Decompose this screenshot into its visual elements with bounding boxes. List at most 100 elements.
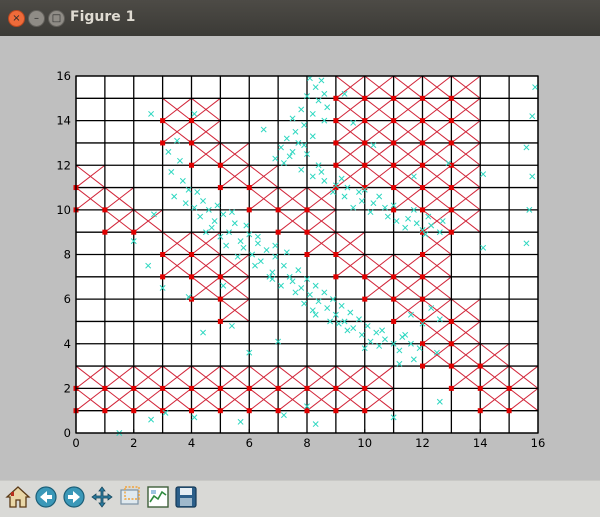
scatter-point	[376, 193, 383, 200]
grid-node-marker	[448, 207, 454, 213]
cell-cross-line	[162, 254, 192, 278]
cell-cross-line	[479, 365, 510, 389]
cell-cross-line	[133, 387, 163, 412]
cell-cross-line	[451, 97, 481, 122]
x-tick-label: 2	[130, 436, 137, 450]
scatter-point	[338, 175, 345, 182]
grid-node-marker	[304, 207, 310, 213]
cell-cross-line	[451, 75, 481, 99]
x-tick-label: 16	[531, 436, 546, 450]
cell-cross-line	[75, 187, 106, 211]
grid-node-marker	[477, 408, 483, 414]
scatter-point	[280, 262, 287, 269]
grid-node-marker	[420, 162, 425, 168]
grid-node-marker	[420, 118, 425, 124]
forward-button[interactable]	[61, 484, 87, 510]
cell-cross-line	[248, 164, 279, 188]
scatter-point	[309, 307, 316, 314]
cell-cross-line	[393, 164, 423, 188]
cell-cross-line	[335, 231, 366, 255]
grid-node-marker	[217, 318, 223, 324]
grid-node-marker	[391, 118, 397, 124]
scatter-point	[162, 409, 169, 416]
scatter-point	[249, 251, 256, 258]
scatter-point	[422, 231, 429, 238]
cell-cross-line	[335, 387, 366, 412]
scatter-point	[228, 209, 235, 216]
close-window-button[interactable]: ×	[8, 10, 25, 27]
scatter-point	[373, 329, 380, 336]
y-tick-label: 4	[64, 337, 71, 351]
scatter-point	[257, 258, 264, 265]
scatter-point	[145, 262, 152, 269]
scatter-point	[370, 142, 377, 149]
grid-node-marker	[448, 363, 454, 369]
scatter-point	[295, 139, 302, 146]
scatter-point	[324, 305, 331, 312]
scatter-point	[304, 276, 310, 282]
home-icon	[5, 486, 31, 508]
cell-cross-line	[191, 120, 221, 144]
grid-node-marker	[217, 296, 223, 302]
scatter-point	[217, 233, 224, 240]
grid-node-marker	[217, 385, 223, 391]
back-button[interactable]	[33, 484, 59, 510]
cell-cross-line	[104, 187, 135, 211]
scatter-point	[312, 311, 319, 318]
grid-node-marker	[189, 252, 194, 257]
zoom-button[interactable]	[117, 484, 143, 510]
scatter-point	[226, 229, 232, 236]
scatter-point	[433, 349, 440, 356]
cell-cross-line	[220, 276, 250, 300]
scatter-point	[407, 340, 414, 347]
grid-node-marker	[506, 408, 512, 414]
scatter-point	[292, 128, 299, 135]
grid-node-marker	[246, 185, 252, 191]
grid-node-marker	[333, 408, 339, 414]
grid-node-marker	[362, 185, 368, 191]
grid-node-marker	[275, 385, 281, 391]
cell-cross-line	[248, 365, 279, 389]
grid-node-marker	[420, 140, 425, 146]
scatter-point	[529, 173, 536, 180]
grid-node-marker	[362, 274, 368, 280]
grid-node-marker	[333, 252, 339, 257]
scatter-point	[350, 204, 357, 211]
scatter-point	[197, 213, 204, 220]
y-tick-label: 6	[64, 292, 71, 306]
cell-cross-line	[393, 97, 423, 122]
grid-node-marker	[333, 140, 339, 146]
scatter-point	[200, 329, 207, 336]
scatter-point	[306, 291, 313, 298]
scatter-point	[191, 110, 198, 117]
scatter-point	[335, 320, 342, 327]
grid-node-marker	[391, 274, 397, 280]
grid-node-marker	[391, 207, 397, 213]
configure-subplots-button[interactable]	[145, 484, 171, 510]
scatter-point	[298, 285, 305, 291]
pan-button[interactable]	[89, 484, 115, 510]
figure-canvas: 0 2 4 6 8 10 12 14 16 0 2 4 6 8 10 12 14 16	[0, 36, 600, 480]
cell-cross-line	[393, 187, 423, 211]
maximize-window-button[interactable]: □	[48, 10, 65, 27]
y-tick-label: 14	[56, 114, 71, 128]
cell-cross-line	[393, 142, 423, 166]
grid-node-marker	[362, 408, 368, 414]
save-button[interactable]	[173, 484, 199, 510]
scatter-point	[211, 218, 218, 224]
scatter-point	[361, 345, 368, 352]
home-button[interactable]	[5, 484, 31, 510]
scatter-point	[428, 305, 435, 312]
minimize-window-button[interactable]: –	[28, 10, 45, 27]
cell-cross-line	[191, 387, 221, 412]
scatter-point	[185, 293, 192, 300]
scatter-point	[356, 189, 362, 195]
scatter-point	[332, 311, 339, 318]
grid-node-marker	[333, 118, 339, 124]
scatter-point	[234, 253, 241, 260]
scatter-point	[324, 104, 331, 111]
scatter-point	[283, 249, 290, 256]
scatter-point	[364, 322, 371, 329]
cell-cross-line	[104, 387, 135, 412]
scatter-point	[286, 273, 293, 280]
